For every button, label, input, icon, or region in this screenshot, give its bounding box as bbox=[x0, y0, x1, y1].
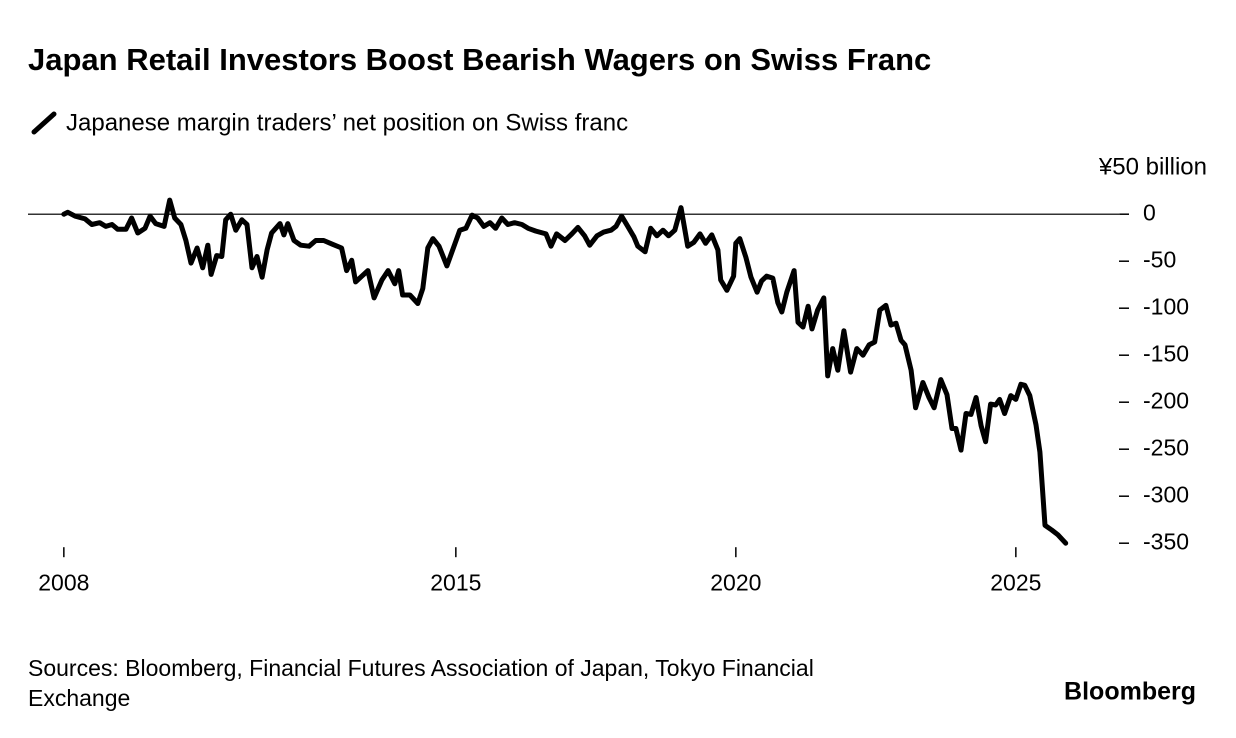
x-tick-label: 2025 bbox=[990, 569, 1041, 595]
y-tick-label: -50 bbox=[1143, 246, 1176, 272]
data-line bbox=[61, 197, 1069, 546]
y-tick-label: -250 bbox=[1143, 434, 1189, 460]
legend-swatch bbox=[31, 111, 57, 135]
y-tick-label: -100 bbox=[1143, 293, 1189, 319]
brand-logo: Bloomberg bbox=[1064, 678, 1196, 706]
chart-title: Japan Retail Investors Boost Bearish Wag… bbox=[28, 42, 931, 77]
x-tick-label: 2020 bbox=[710, 569, 761, 595]
y-axis-unit: ¥50 billion bbox=[1098, 153, 1207, 180]
legend-label: Japanese margin traders’ net position on… bbox=[66, 109, 628, 136]
x-tick-label: 2015 bbox=[430, 569, 481, 595]
y-tick-label: -350 bbox=[1143, 528, 1189, 554]
y-tick-label: 0 bbox=[1143, 199, 1156, 225]
y-tick-label: -200 bbox=[1143, 387, 1189, 413]
y-tick-label: -300 bbox=[1143, 481, 1189, 507]
x-tick-label: 2008 bbox=[38, 569, 89, 595]
source-note: Sources: Bloomberg, Financial Futures As… bbox=[28, 655, 814, 711]
y-tick-label: -150 bbox=[1143, 340, 1189, 366]
